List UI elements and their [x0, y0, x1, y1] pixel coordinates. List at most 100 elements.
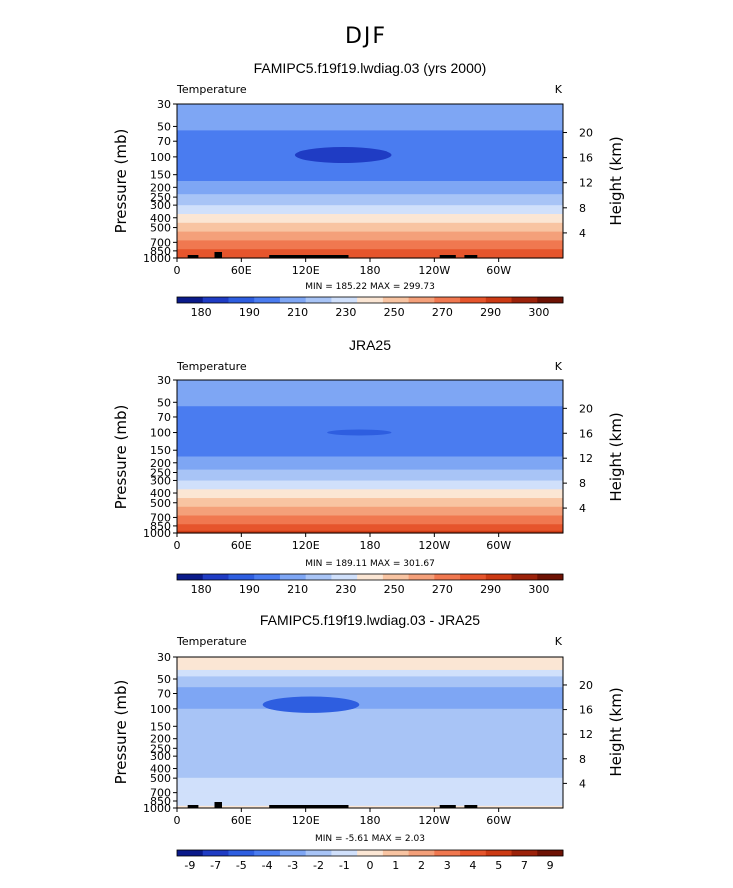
panel-1-colorbar-swatch-6 [331, 297, 358, 303]
panel-3-colorbar-swatch-1 [202, 850, 229, 856]
panel-1-pressure-tick-label-4: 150 [150, 169, 171, 182]
panel-2-band-52 [177, 493, 563, 497]
panel-2-colorbar-swatch-3 [254, 574, 281, 580]
panel-1-height-tick-label-1: 16 [579, 152, 593, 165]
panel-3-colorbar-label-11: 4 [469, 859, 476, 872]
panel-2-band-66 [177, 524, 563, 528]
panel-1-band-42 [177, 196, 563, 200]
panel-3-colorbar-label-6: -1 [339, 859, 350, 872]
panel-2-height-tick-label-4: 4 [579, 502, 586, 515]
panel-2-pressure-tick-label-6: 250 [150, 467, 171, 480]
panel-1-band-65 [177, 247, 563, 250]
panel-2-lon-tick-label-2: 120E [292, 539, 320, 552]
panel-1-height-tick-label-0: 20 [579, 127, 593, 140]
panel-3-pressure-tick-label-11: 850 [150, 795, 171, 808]
panel-2-pressure-tick-label-4: 150 [150, 444, 171, 457]
panel-1-band-1 [177, 106, 563, 109]
panel-3-band-0 [177, 657, 563, 660]
panel-2-colorbar-swatch-5 [305, 574, 332, 580]
panel-3-band-58 [177, 782, 563, 785]
panel-3-band-15 [177, 689, 563, 693]
panel-3-band-25 [177, 710, 563, 714]
panel-3-stats: MIN = -5.61 MAX = 2.03 [315, 834, 425, 844]
panel-1-band-3 [177, 110, 563, 114]
panel-2-pressure-tick-label-10: 700 [150, 511, 171, 524]
panel-3-band-18 [177, 695, 563, 699]
panel-3-band-34 [177, 730, 563, 734]
panel-1-band-33 [177, 176, 563, 180]
panel-1-colorbar-label-5: 270 [432, 306, 453, 319]
panel-3-band-51 [177, 767, 563, 770]
panel-1-band-46 [177, 205, 563, 208]
panel-2-band-27 [177, 439, 563, 442]
panel-2-band-34 [177, 454, 563, 458]
panel-3-band-42 [177, 747, 563, 751]
panel-3-band-59 [177, 784, 563, 788]
panel-3-colorbar-swatch-10 [434, 850, 461, 856]
panel-2-band-0 [177, 380, 563, 383]
panel-2-band-41 [177, 469, 563, 473]
panel-1-band-26 [177, 161, 563, 164]
panel-2-colorbar-swatch-13 [511, 574, 538, 580]
panel-1-colorbar: 180 190 210 230 250 270 290 300 [176, 296, 564, 319]
panel-1-topography-2 [269, 255, 349, 258]
panel-3-band-2 [177, 661, 563, 665]
panel-3-band-35 [177, 732, 563, 736]
panel-3-height-axis-label: Height (km) [607, 687, 625, 776]
panel-2-variable-label: Temperature [176, 360, 247, 373]
panel-2-height-tick-label-3: 8 [579, 477, 586, 490]
panel-3-band-33 [177, 728, 563, 731]
panel-1-band-66 [177, 249, 563, 252]
panel-2-band-40 [177, 467, 563, 471]
panel-2-colorbar-label-1: 190 [239, 583, 260, 596]
panel-1-topography-0 [187, 255, 199, 258]
panel-3-band-5 [177, 667, 563, 671]
panel-1-band-12 [177, 130, 563, 134]
panel-1-band-63 [177, 242, 563, 246]
panel-3-pressure-tick-label-6: 250 [150, 742, 171, 755]
panel-1-colorbar-swatch-10 [434, 297, 461, 303]
panel-2-band-48 [177, 484, 563, 488]
panel-3-topography-2 [269, 805, 349, 808]
panel-3-pressure-tick-label-2: 70 [157, 688, 171, 701]
panel-1-band-38 [177, 187, 563, 191]
panel-3-lon-tick-label-3: 180 [360, 814, 381, 827]
panel-1-band-13 [177, 132, 563, 136]
panel-1-band-15 [177, 137, 563, 140]
panel-3-band-26 [177, 713, 563, 716]
panel-2-band-37 [177, 460, 563, 464]
panel-2-band-19 [177, 421, 563, 425]
panel-1-colorbar-label-3: 230 [335, 306, 356, 319]
panel-2-band-26 [177, 436, 563, 440]
figure-title: DJF [345, 24, 387, 49]
panel-2-colorbar-swatch-14 [537, 574, 564, 580]
panel-1-band-6 [177, 117, 563, 120]
panel-3-colorbar-swatch-7 [357, 850, 384, 856]
panel-2-pressure-tick-label-9: 500 [150, 497, 171, 510]
panel-2-colorbar-label-2: 210 [287, 583, 308, 596]
panel-3-height-tick-label-4: 4 [579, 777, 586, 790]
panel-1-pressure-tick-label-1: 50 [157, 120, 171, 133]
panel-1-colorbar-swatch-5 [305, 297, 332, 303]
panel-2-band-16 [177, 414, 563, 418]
panel-3-band-27 [177, 715, 563, 718]
panel-3-colorbar-swatch-12 [485, 850, 513, 856]
panel-1-band-67 [177, 251, 563, 255]
panel-2-extremum-region [327, 429, 392, 436]
panel-2-colorbar-label-7: 300 [528, 583, 549, 596]
panel-1-band-59 [177, 233, 563, 237]
panel-1-band-32 [177, 174, 563, 178]
panel-1-lon-tick-label-2: 120E [292, 264, 320, 277]
panel-2-band-20 [177, 423, 563, 427]
panel-3-band-62 [177, 790, 563, 794]
panel-1-band-49 [177, 211, 563, 215]
panel-3-band-38 [177, 738, 563, 742]
panel-3-pressure-tick-label-5: 200 [150, 733, 171, 746]
panel-1-band-54 [177, 222, 563, 226]
panel-2-colorbar-swatch-4 [279, 574, 307, 580]
panel-1-band-53 [177, 220, 563, 224]
panel-3-band-61 [177, 788, 563, 792]
panel-1-height-tick-label-2: 12 [579, 177, 593, 190]
